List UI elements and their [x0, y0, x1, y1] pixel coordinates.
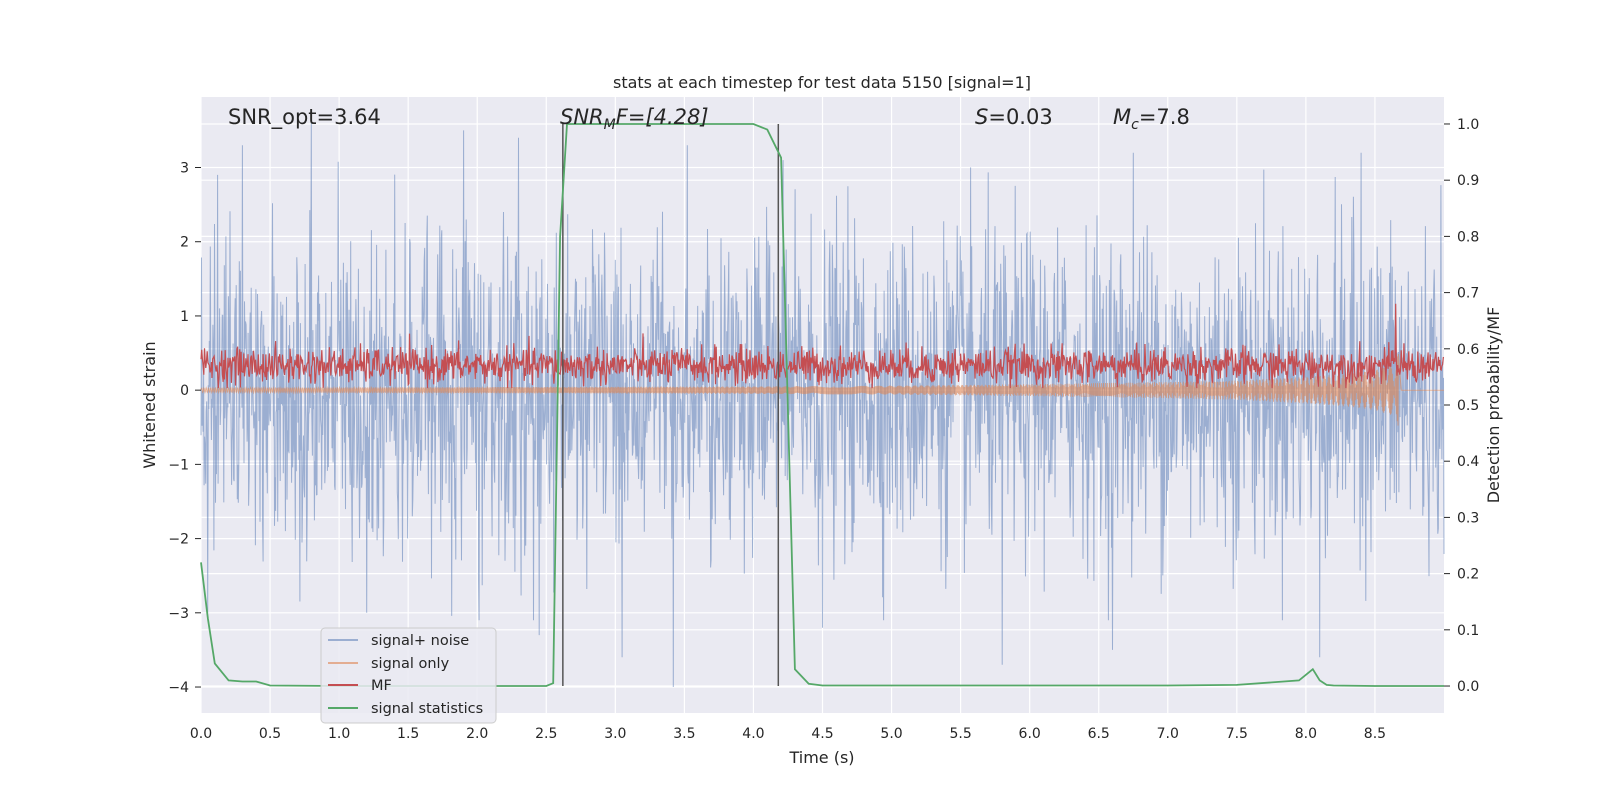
x-tick-label: 7.5	[1226, 726, 1248, 742]
y-tick-label-right: 0.4	[1457, 454, 1479, 470]
x-tick-label: 3.5	[673, 726, 695, 742]
x-tick-label: 2.0	[466, 726, 488, 742]
y-tick-label-right: 0.6	[1457, 342, 1479, 358]
x-tick-label: 8.5	[1364, 726, 1386, 742]
y-tick-label-left: 2	[180, 235, 189, 251]
y-axis-title-left: Whitened strain	[140, 341, 159, 468]
y-tick-label-right: 0.3	[1457, 510, 1479, 526]
legend-box	[320, 627, 497, 724]
x-tick-label: 6.0	[1019, 726, 1041, 742]
x-tick-label: 1.0	[328, 726, 350, 742]
series-signal-statistics	[200, 123, 1444, 687]
x-tick-label: 6.5	[1088, 726, 1110, 742]
signal-noise-trace	[200, 122, 1445, 688]
s-symbol: S	[975, 105, 988, 129]
y-tick-label-right: 0.9	[1457, 173, 1479, 189]
y-tick-label-left: 1	[180, 309, 189, 325]
snr-mf-subscript: M	[604, 117, 616, 133]
legend-label-signal-noise: signal+ noise	[371, 633, 469, 649]
legend-label-signal-only: signal only	[371, 656, 450, 672]
y-tick-label-left: −3	[168, 606, 189, 622]
x-tick-label: 8.0	[1295, 726, 1317, 742]
x-axis-title: Time (s)	[788, 748, 854, 767]
x-tick-label: 3.0	[604, 726, 626, 742]
x-tick-label: 5.5	[949, 726, 971, 742]
x-tick-label: 1.5	[397, 726, 419, 742]
x-tick-label: 2.5	[535, 726, 557, 742]
x-tick-label: 4.5	[811, 726, 833, 742]
mf-trace	[200, 303, 1445, 389]
y-tick-label-left: 0	[180, 383, 189, 399]
y-tick-label-left: −1	[168, 457, 189, 473]
y-tick-label-right: 0.8	[1457, 229, 1479, 245]
x-tick-label: 0.5	[259, 726, 281, 742]
tick-labels: 0.0 0.5 1.0 1.5 2.0 2.5 3.0 3.5 4.0 4.5 5.0 5.5 6.0 6…	[168, 117, 1479, 742]
mc-subscript: c	[1131, 117, 1139, 133]
x-tick-label: 4.0	[742, 726, 764, 742]
y-tick-label-right: 0.7	[1457, 286, 1479, 302]
series-mf	[200, 303, 1445, 389]
y-tick-label-right: 0.2	[1457, 567, 1479, 583]
signal-only-trace	[200, 353, 1444, 426]
series-signal-only	[200, 353, 1444, 426]
signal-statistics-trace	[200, 123, 1444, 687]
annotation-snr-mf: SNRMF=[4.28]	[560, 105, 709, 133]
mc-symbol: M	[1113, 105, 1131, 129]
x-tick-label: 7.0	[1157, 726, 1179, 742]
y-tick-label-left: −2	[168, 532, 189, 548]
x-tick-label: 5.0	[880, 726, 902, 742]
y-tick-label-left: −4	[168, 680, 189, 696]
detection-markers	[562, 123, 780, 687]
legend-label-mf: MF	[371, 678, 392, 694]
y-tick-label-left: 3	[180, 161, 189, 177]
s-value: =0.03	[988, 105, 1052, 129]
annotation-s: S=0.03	[975, 105, 1053, 129]
y-tick-label-right: 0.1	[1457, 623, 1479, 639]
legend: signal+ noise signal only MF signal stat…	[320, 627, 497, 724]
x-tick-label: 0.0	[190, 726, 212, 742]
y-tick-label-right: 0.5	[1457, 398, 1479, 414]
series-signal-noise	[200, 122, 1445, 688]
mc-value: =7.8	[1139, 105, 1190, 129]
y-tick-label-right: 0.0	[1457, 679, 1479, 695]
annotation-mc: Mc=7.8	[1113, 105, 1190, 133]
annotation-snr-opt: SNR_opt=3.64	[228, 105, 381, 130]
snr-mf-symbol: SNR	[560, 105, 604, 129]
legend-label-signal-statistics: signal statistics	[371, 701, 483, 717]
chart-title: stats at each timestep for test data 515…	[613, 73, 1031, 92]
y-tick-label-right: 1.0	[1457, 117, 1479, 133]
snr-mf-value: F=[4.28]	[616, 105, 709, 129]
y-axis-title-right: Detection probability/MF	[1484, 307, 1503, 504]
